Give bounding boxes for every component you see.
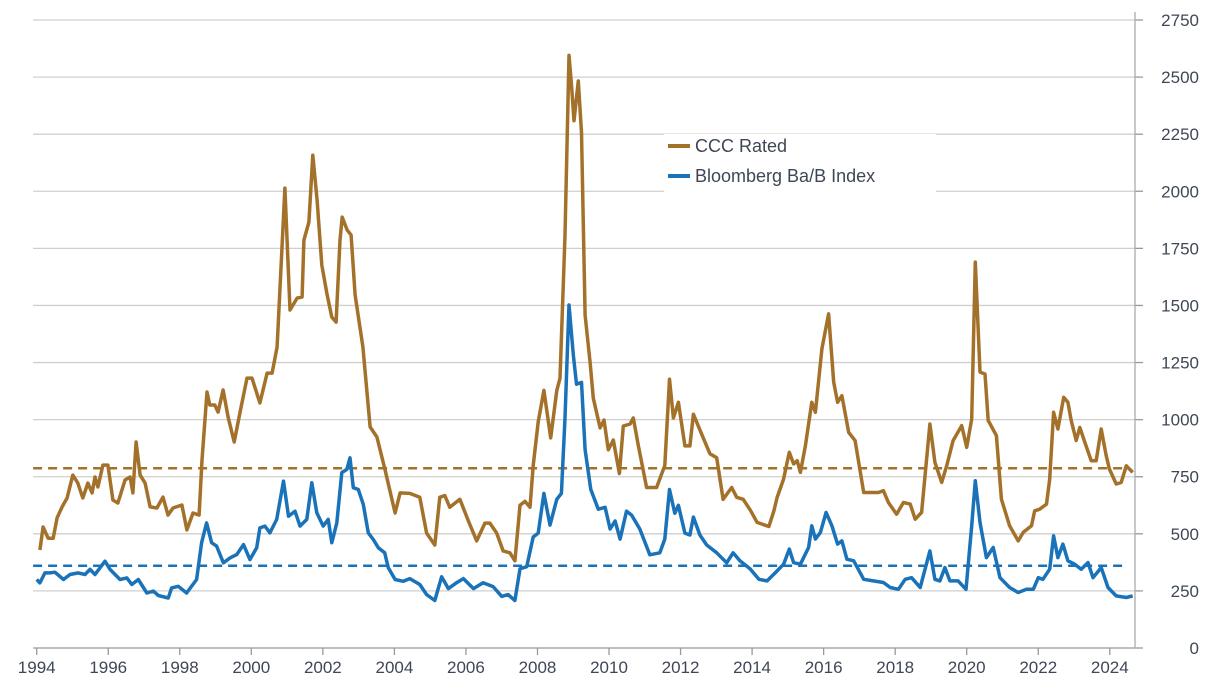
y-tick-label: 1250 (1161, 354, 1199, 373)
x-tick-label: 2000 (232, 658, 270, 677)
legend-label-ccc: CCC Rated (695, 136, 787, 156)
legend: CCC Rated Bloomberg Ba/B Index (664, 134, 936, 194)
y-tick-label: 250 (1171, 582, 1199, 601)
y-tick-label: 500 (1171, 525, 1199, 544)
y-tick-label: 2000 (1161, 182, 1199, 201)
axes: 0 250 500 750 1000 1250 1500 1750 2000 2250 2500 27… (18, 11, 1199, 677)
legend-background (664, 134, 936, 194)
y-tick-label: 750 (1171, 468, 1199, 487)
y-tick-label: 0 (1190, 639, 1199, 658)
y-tick-label: 1500 (1161, 296, 1199, 315)
y-tick-label: 2500 (1161, 68, 1199, 87)
x-tick-label: 2022 (1019, 658, 1057, 677)
x-tick-label: 2012 (662, 658, 700, 677)
x-tick-label: 1998 (161, 658, 199, 677)
y-tick-label: 2250 (1161, 125, 1199, 144)
x-tick-label: 2014 (733, 658, 771, 677)
series-line-0 (38, 53, 1134, 563)
average-lines (33, 467, 1127, 568)
x-tick-label: 1994 (18, 658, 56, 677)
x-tick-label: 2006 (447, 658, 485, 677)
y-tick-label: 2750 (1161, 11, 1199, 30)
x-tick-label: 2002 (304, 658, 342, 677)
x-tick-label: 2016 (805, 658, 843, 677)
x-tick-label: 2008 (519, 658, 557, 677)
series-lines (35, 53, 1134, 603)
x-tick-label: 2004 (375, 658, 413, 677)
x-tick-label: 2010 (590, 658, 628, 677)
x-tick-label: 2020 (948, 658, 986, 677)
y-tick-label: 1000 (1161, 411, 1199, 430)
legend-label-ba-b: Bloomberg Ba/B Index (695, 166, 875, 186)
y-tick-label: 1750 (1161, 239, 1199, 258)
x-tick-label: 2024 (1091, 658, 1129, 677)
x-tick-label: 1996 (89, 658, 127, 677)
x-tick-label: 2018 (876, 658, 914, 677)
series-line-1 (35, 303, 1134, 603)
